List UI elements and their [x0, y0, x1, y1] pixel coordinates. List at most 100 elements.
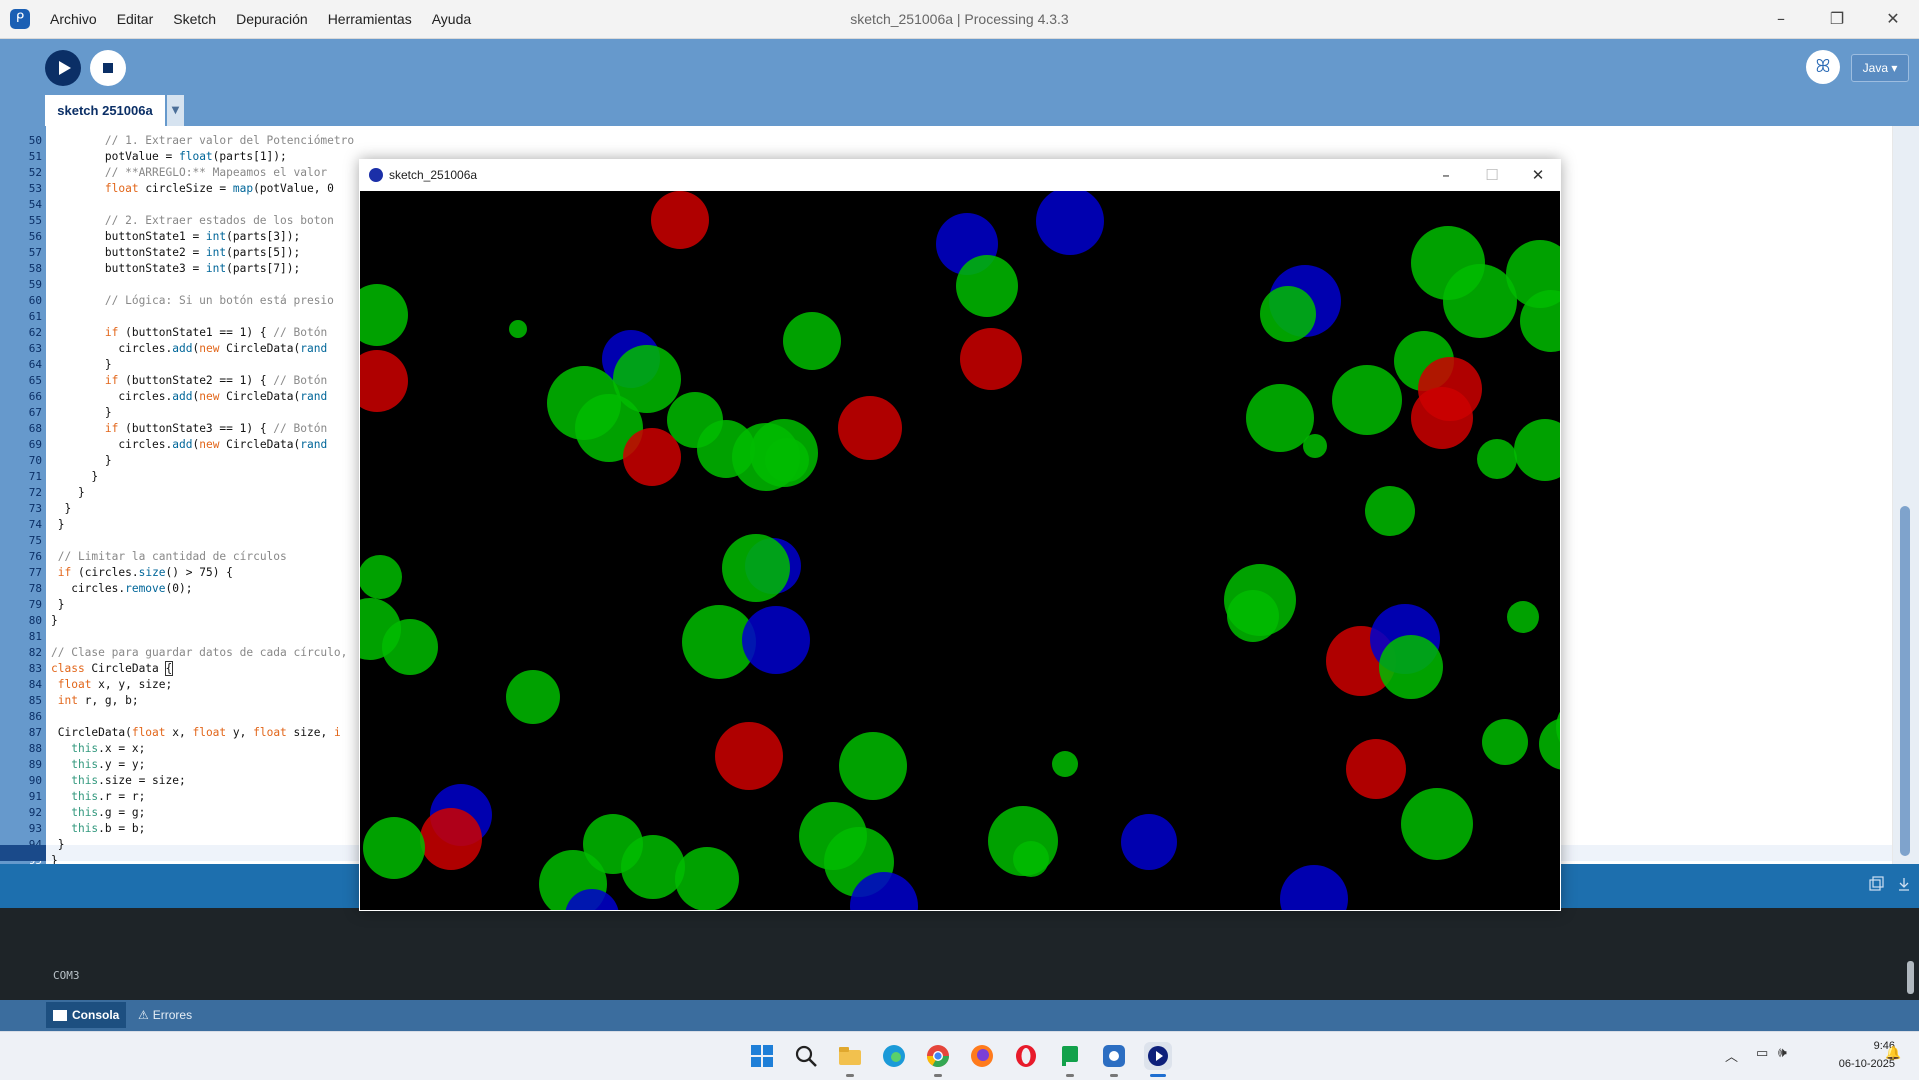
- opera-browser-icon[interactable]: [1012, 1042, 1040, 1070]
- run-button[interactable]: [45, 50, 81, 86]
- sketch-circle: [1514, 419, 1560, 481]
- code-line: // Limitar la cantidad de círculos: [57, 550, 287, 563]
- code-line: this.g = g;: [71, 806, 146, 819]
- line-number: 78: [28, 582, 42, 595]
- sketch-window-taskbar-icon[interactable]: [1144, 1042, 1172, 1070]
- menu-depuracion[interactable]: Depuración: [236, 11, 308, 27]
- chevron-up-icon[interactable]: ︿: [1725, 1050, 1739, 1065]
- app-titlebar: ᑭ Archivo Editar Sketch Depuración Herra…: [0, 0, 1919, 39]
- processing-logo-icon: ᑭ: [10, 9, 30, 29]
- menu-editar[interactable]: Editar: [116, 11, 154, 27]
- tab-console[interactable]: Consola: [46, 1002, 126, 1028]
- circles-drawing: [360, 191, 1560, 910]
- editor-scrollbar-thumb[interactable]: [1900, 506, 1910, 856]
- line-number: 68: [28, 422, 42, 435]
- code-line: // 2. Extraer estados de los boton: [104, 214, 334, 227]
- active-indicator: [1150, 1074, 1166, 1077]
- editor-scrollbar[interactable]: [1893, 126, 1919, 864]
- code-line: float circleSize = map(potValue, 0: [104, 182, 334, 195]
- code-line: }: [51, 470, 99, 483]
- maximize-icon[interactable]: ❐: [1829, 9, 1845, 28]
- line-number: 58: [28, 262, 42, 275]
- sketch-circle: [1227, 590, 1279, 642]
- copy-icon[interactable]: [1868, 876, 1884, 892]
- code-line: }: [51, 358, 112, 371]
- line-number: 90: [28, 774, 42, 787]
- menu-herramientas[interactable]: Herramientas: [327, 11, 412, 27]
- stop-button[interactable]: [90, 50, 126, 86]
- search-icon[interactable]: [792, 1042, 820, 1070]
- code-line: class CircleData {: [51, 661, 174, 676]
- line-number: 62: [28, 326, 42, 339]
- chrome-browser-icon[interactable]: [924, 1042, 952, 1070]
- code-line: // **ARREGLO:** Mapeamos el valor: [104, 166, 328, 179]
- code-line: if (buttonState2 == 1) { // Botón: [104, 374, 328, 387]
- sketch-circle: [613, 345, 681, 413]
- clock-date[interactable]: 06-10-2025: [1838, 1058, 1895, 1070]
- sketch-circle: [1346, 739, 1406, 799]
- sketch-circle: [1507, 601, 1539, 633]
- line-number: 69: [28, 438, 42, 451]
- sketch-close-icon[interactable]: ✕: [1531, 166, 1545, 184]
- line-number: 76: [28, 550, 42, 563]
- clock-time[interactable]: 9:46: [1873, 1040, 1895, 1052]
- firefox-browser-icon[interactable]: [968, 1042, 996, 1070]
- sketch-circle: [1365, 486, 1415, 536]
- play-icon: [59, 61, 71, 75]
- edge-browser-icon[interactable]: [880, 1042, 908, 1070]
- notification-bell-icon[interactable]: 🔔: [1885, 1046, 1902, 1061]
- code-line: this.x = x;: [71, 742, 146, 755]
- tab-menu-chevron-icon[interactable]: ▼: [167, 95, 184, 126]
- sketch-maximize-icon: ☐: [1485, 166, 1499, 184]
- windows-start-icon[interactable]: [748, 1042, 776, 1070]
- sketch-circle: [420, 808, 482, 870]
- terminal-icon: [53, 1010, 67, 1022]
- line-number: 70: [28, 454, 42, 467]
- volume-icon[interactable]: 🕪: [1778, 1045, 1787, 1061]
- line-number: 59: [28, 278, 42, 291]
- sketch-circle: [1477, 439, 1517, 479]
- sketch-circle: [1411, 387, 1473, 449]
- line-number: 83: [28, 662, 42, 675]
- console-scrollbar-thumb[interactable]: [1907, 961, 1914, 994]
- running-indicator: [934, 1074, 942, 1077]
- tab-sketch[interactable]: sketch 251006a: [45, 95, 165, 126]
- sketch-titlebar[interactable]: sketch_251006a – ☐ ✕: [359, 159, 1561, 191]
- code-line: }: [51, 614, 58, 627]
- debug-button[interactable]: ꕤ: [1806, 50, 1840, 84]
- line-number: 92: [28, 806, 42, 819]
- line-number: 89: [28, 758, 42, 771]
- sketch-circle: [1036, 191, 1104, 255]
- sketch-circle: [509, 320, 527, 338]
- code-line: }: [51, 454, 112, 467]
- sketch-circle: [682, 605, 756, 679]
- code-line: }: [51, 486, 85, 499]
- sketch-circle: [956, 255, 1018, 317]
- network-icon[interactable]: ▭: [1756, 1046, 1769, 1061]
- console-panel: COM3: [0, 908, 1919, 1000]
- tab-errors[interactable]: ⚠ Errores: [136, 1002, 216, 1028]
- sketch-minimize-icon[interactable]: –: [1442, 166, 1450, 184]
- sketch-circle: [651, 191, 709, 249]
- stop-icon: [103, 63, 113, 73]
- download-icon[interactable]: [1896, 876, 1912, 892]
- code-line: buttonState3 = int(parts[7]);: [51, 262, 301, 275]
- sketch-canvas[interactable]: [360, 191, 1560, 910]
- butterfly-icon: ꕤ: [1815, 56, 1831, 77]
- sketch-circle: [1013, 841, 1049, 877]
- chat-app-icon[interactable]: [1056, 1042, 1084, 1070]
- file-explorer-icon[interactable]: [836, 1042, 864, 1070]
- code-line: // 1. Extraer valor del Potenciómetro: [104, 134, 355, 147]
- code-line: float x, y, size;: [57, 678, 173, 691]
- menu-ayuda[interactable]: Ayuda: [431, 11, 472, 27]
- minimize-icon[interactable]: –: [1777, 9, 1785, 28]
- menu-archivo[interactable]: Archivo: [50, 11, 97, 27]
- sketch-window: sketch_251006a – ☐ ✕: [359, 159, 1561, 911]
- line-number: 54: [28, 198, 42, 211]
- line-number: 71: [28, 470, 42, 483]
- close-icon[interactable]: ✕: [1886, 9, 1900, 28]
- menu-sketch[interactable]: Sketch: [173, 11, 217, 27]
- line-number-gutter: 50 51 52 53 54 55 56 57 58 59 60 61 62 63 64 65 66 67 68 69…: [0, 126, 46, 867]
- processing-ide-icon[interactable]: [1100, 1042, 1128, 1070]
- mode-select[interactable]: Java ▾: [1851, 54, 1909, 82]
